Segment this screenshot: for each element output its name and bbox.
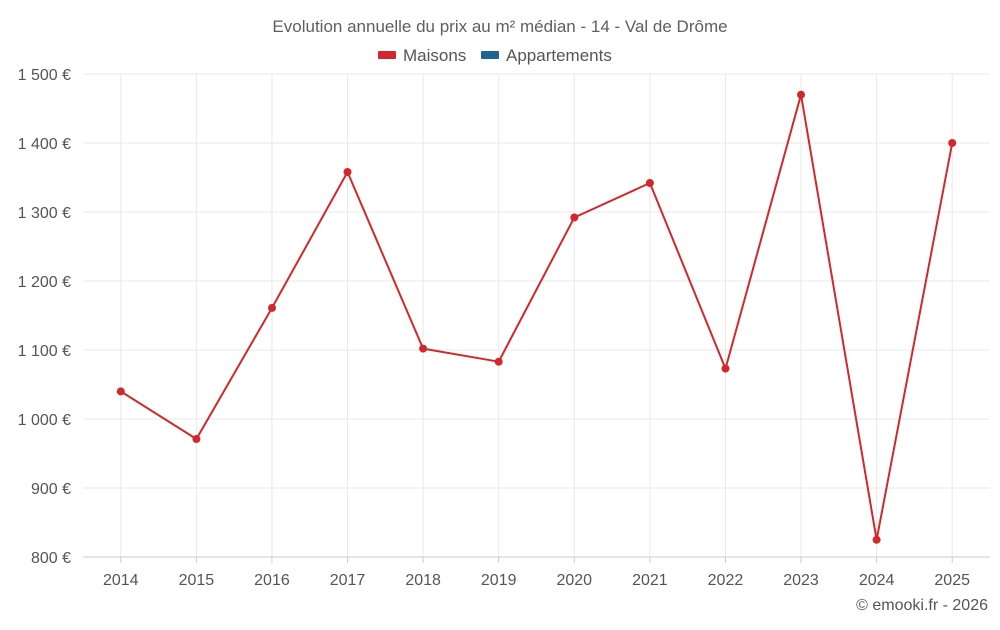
data-point-maisons-2024[interactable] [872, 535, 881, 544]
data-point-maisons-2014[interactable] [116, 387, 125, 396]
y-tick-label: 1 200 € [18, 274, 71, 291]
x-tick-label: 2022 [708, 572, 744, 589]
data-point-maisons-2020[interactable] [570, 213, 579, 222]
grid-layer [83, 73, 990, 557]
x-tick-label: 2016 [254, 572, 290, 589]
x-tick-label: 2017 [330, 572, 366, 589]
y-tick-label: 1 000 € [18, 412, 71, 429]
legend-swatch-maisons [378, 51, 396, 59]
legend-item-appartements[interactable]: Appartements [481, 46, 612, 65]
y-tick-label: 1 500 € [18, 67, 71, 84]
data-point-maisons-2017[interactable] [343, 168, 352, 176]
y-tick-label: 800 € [31, 550, 71, 567]
data-point-maisons-2019[interactable] [494, 357, 503, 366]
x-tick-label: 2018 [405, 572, 441, 589]
chart-title: Evolution annuelle du prix au m² médian … [272, 17, 727, 36]
x-tick-label: 2015 [179, 572, 215, 589]
x-tick-label: 2025 [934, 572, 970, 589]
x-tick-label: 2019 [481, 572, 517, 589]
x-tick-label: 2020 [556, 572, 592, 589]
legend-item-maisons[interactable]: Maisons [378, 46, 466, 65]
data-point-maisons-2021[interactable] [645, 179, 654, 187]
y-tick-label: 1 300 € [18, 205, 71, 222]
copyright-text: © emooki.fr - 2026 [856, 597, 988, 614]
legend-label-maisons: Maisons [403, 46, 466, 65]
series-layer [116, 90, 957, 544]
x-tick-label: 2024 [859, 572, 895, 589]
data-point-maisons-2023[interactable] [797, 90, 805, 99]
x-tick-label: 2014 [103, 572, 139, 589]
y-tick-label: 900 € [31, 481, 71, 498]
series-line-maisons [120, 93, 954, 541]
x-tick-label: 2023 [783, 572, 819, 589]
x-tick-label: 2021 [632, 572, 668, 589]
data-point-maisons-2025[interactable] [948, 139, 957, 147]
axis-layer: 800 € 900 € 1 000 € 1 100 € 1 200 € 1 300 € 1 … [18, 67, 990, 589]
legend-swatch-appartements [481, 51, 499, 59]
data-point-maisons-2016[interactable] [268, 303, 276, 312]
y-tick-label: 1 400 € [18, 136, 71, 153]
data-point-maisons-2022[interactable] [721, 364, 730, 373]
chart-legend: Maisons Appartements [378, 46, 612, 65]
data-point-maisons-2015[interactable] [192, 435, 201, 443]
data-point-maisons-2018[interactable] [419, 344, 428, 353]
legend-label-appartements: Appartements [506, 46, 612, 65]
y-tick-label: 1 100 € [18, 343, 71, 360]
